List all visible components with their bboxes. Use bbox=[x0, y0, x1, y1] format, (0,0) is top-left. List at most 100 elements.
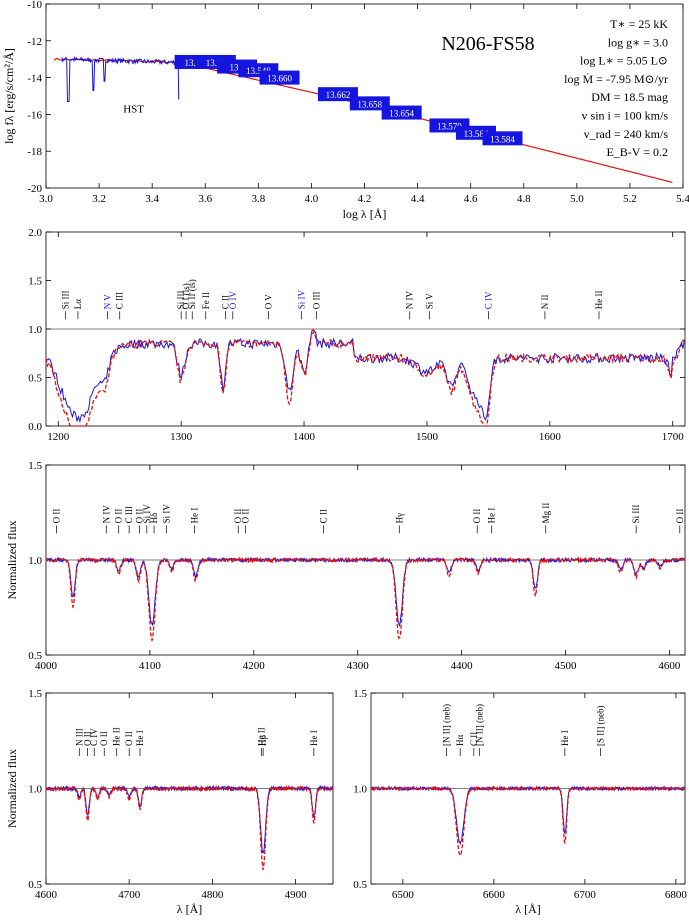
sed-xtick-label: 4.0 bbox=[305, 193, 319, 205]
sed-param: log Ṁ = -7.95 M⊙/yr bbox=[564, 72, 668, 86]
panel1-ytick-label: 1.5 bbox=[28, 276, 42, 288]
panel2-line-label: O II bbox=[51, 509, 61, 524]
panel1-xtick-label: 1300 bbox=[170, 431, 193, 443]
panel1-line-label: C II bbox=[220, 295, 230, 309]
panel2-line-label: O II bbox=[233, 509, 243, 524]
sed-photometry-box bbox=[259, 70, 300, 85]
panel3-line-label: C IV bbox=[89, 728, 99, 746]
panel4-xtick-label: 6800 bbox=[665, 889, 688, 901]
panel1-line-label: O III bbox=[311, 292, 321, 310]
panel2-line-label: He I bbox=[190, 508, 200, 524]
panel1-xtick-label: 1200 bbox=[47, 431, 70, 443]
panel4-line-label: He I bbox=[560, 730, 570, 746]
sed-xtick-label: 4.6 bbox=[464, 193, 478, 205]
panel2-line-label: O II bbox=[114, 509, 124, 524]
panel3-line-label: Hβ bbox=[258, 735, 268, 746]
sed-xtick-label: 5.0 bbox=[570, 193, 584, 205]
panel1-line-label: Lα bbox=[73, 299, 83, 309]
sed-ytick-label: -20 bbox=[27, 183, 42, 195]
panel2-observed-line bbox=[45, 556, 685, 627]
sed-observed-line bbox=[61, 56, 180, 102]
panel1-xtick-label: 1400 bbox=[293, 431, 316, 443]
sed-photometry-label: 13.13 bbox=[185, 58, 206, 68]
sed-photometry-label: 13.579 bbox=[437, 121, 462, 131]
panel1-line-label: Si IV bbox=[297, 290, 307, 310]
panel1-line-label: Si III bbox=[61, 291, 71, 310]
sed-photometry-box bbox=[381, 105, 422, 120]
panel2-line-label: O II bbox=[675, 509, 685, 524]
sed-annotation-hst: HST bbox=[123, 104, 144, 116]
panel2-line-label: N IV bbox=[101, 505, 111, 524]
panel2-line-label: O II bbox=[135, 509, 145, 524]
panel2-line-label: Hγ bbox=[394, 513, 404, 523]
sed-param: E_B-V = 0.2 bbox=[606, 145, 668, 159]
panel2-ytick-label: 1.0 bbox=[28, 555, 42, 567]
panel3-line-label: O II bbox=[83, 731, 93, 746]
panel1-line-label: O IV bbox=[228, 291, 238, 310]
panel4-xtick-label: 6600 bbox=[483, 889, 506, 901]
panel2-line-label: C II bbox=[318, 509, 328, 523]
panel1-line-label: N II bbox=[540, 295, 550, 310]
panel3-xtick-label: 4700 bbox=[118, 889, 141, 901]
panel1-line-label: Si III bbox=[176, 291, 186, 310]
panel2-ylabel: Normalized flux bbox=[5, 521, 19, 600]
panel2-xtick-label: 4600 bbox=[658, 660, 681, 672]
panel2-line-label: C III bbox=[124, 506, 134, 523]
panel1-line-label: O V bbox=[263, 294, 273, 310]
panel1-line-label: C IV bbox=[483, 291, 493, 309]
panel1-ytick-label: 1.0 bbox=[28, 324, 42, 336]
panel2-line-label: Si IV bbox=[142, 504, 152, 524]
sed-xtick-label: 4.4 bbox=[411, 193, 425, 205]
panel2-xtick-label: 4300 bbox=[347, 660, 370, 672]
sed-xtick-label: 3.4 bbox=[145, 193, 159, 205]
panel2-xtick-label: 4100 bbox=[139, 660, 162, 672]
panel4-xtick-label: 6500 bbox=[392, 889, 415, 901]
panel1-model-line bbox=[45, 326, 685, 427]
panel4-ytick-label: 1.5 bbox=[353, 688, 367, 700]
panel3-ylabel: Normalized flux bbox=[5, 749, 19, 828]
panel3-line-label: He I bbox=[309, 730, 319, 746]
panel3-observed-line bbox=[45, 784, 334, 854]
panel3-line-label: He II bbox=[256, 727, 266, 746]
panel1-line-label: N IV bbox=[405, 291, 415, 310]
panel1-xtick-label: 1500 bbox=[416, 431, 439, 443]
sed-param: DM = 18.5 mag bbox=[591, 90, 668, 104]
sed-xlabel: log λ [Å] bbox=[343, 207, 387, 221]
sed-photometry-label: 13.654 bbox=[389, 109, 414, 119]
panel1-line-label: C III bbox=[115, 292, 125, 309]
sed-photometry-label: 13.77 bbox=[206, 58, 227, 68]
panel2-xtick-label: 4500 bbox=[555, 660, 578, 672]
panel1-ytick-label: 2.0 bbox=[28, 227, 42, 239]
panel1-ytick-label: 0.5 bbox=[28, 373, 42, 385]
sed-param: v sin i = 100 km/s bbox=[582, 109, 669, 123]
panel1-line-label: N V bbox=[102, 294, 112, 310]
panel3-line-label: O II bbox=[124, 731, 134, 746]
panel2-xtick-label: 4200 bbox=[243, 660, 266, 672]
panel4-line-label: [S II] (neb) bbox=[595, 706, 605, 746]
panel3-line-label: He I bbox=[135, 730, 145, 746]
sed-photometry-label: 13.? bbox=[229, 63, 244, 73]
panel4-line-label: C II bbox=[469, 732, 479, 746]
panel2-line-label: Mg II bbox=[541, 503, 551, 524]
panel2-line-label: Hδ bbox=[149, 513, 159, 524]
sed-photometry-label: 13.584 bbox=[490, 134, 515, 144]
panel1-xtick-label: 1700 bbox=[662, 431, 685, 443]
panel2-line-label: He I bbox=[487, 508, 497, 524]
panel2-line-label: Si III bbox=[631, 505, 641, 524]
sed-param: T∗ = 25 kK bbox=[610, 17, 668, 31]
sed-xtick-label: 3.6 bbox=[198, 193, 212, 205]
panel2-line-label: Si IV bbox=[162, 504, 172, 524]
panel2-xtick-label: 4400 bbox=[451, 660, 474, 672]
sed-xtick-label: 3.8 bbox=[251, 193, 265, 205]
sed-ytick-label: -14 bbox=[27, 73, 42, 85]
panel2-ytick-label: 1.5 bbox=[28, 460, 42, 472]
panel4-line-label: Hα bbox=[455, 735, 465, 746]
panel4-model-line bbox=[370, 784, 686, 858]
panel1-xtick-label: 1600 bbox=[539, 431, 562, 443]
sed-xtick-label: 4.8 bbox=[517, 193, 531, 205]
sed-xtick-label: 5.4 bbox=[676, 193, 689, 205]
panel4-ytick-label: 1.0 bbox=[353, 784, 367, 796]
sed-xtick-label: 3.0 bbox=[39, 193, 53, 205]
sed-title: N206-FS58 bbox=[441, 33, 534, 55]
